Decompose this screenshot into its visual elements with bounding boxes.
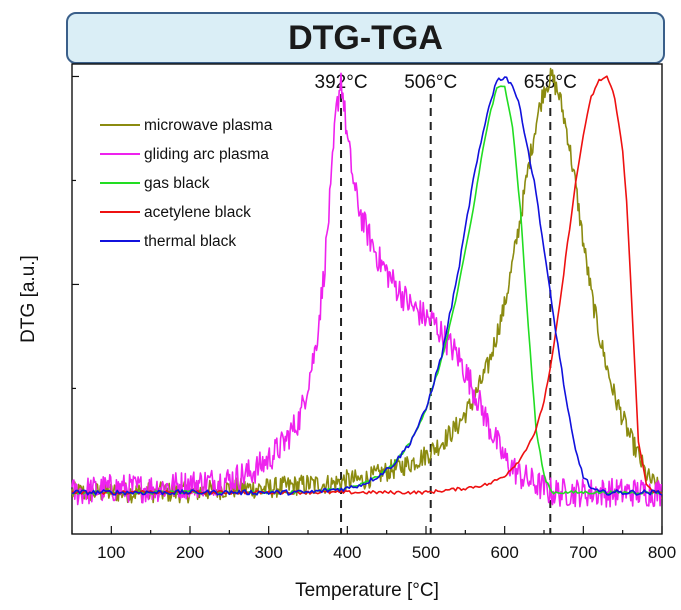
legend-entry: gas black	[144, 175, 210, 192]
series-line-microwave-plasma	[71, 67, 662, 504]
series-line-thermal-black	[71, 76, 663, 496]
series-line-gas-black	[71, 85, 663, 495]
reference-line-label: 506°C	[404, 72, 457, 93]
x-tick-label: 700	[569, 543, 597, 562]
x-tick-label: 400	[333, 543, 361, 562]
x-axis-label: Temperature [°C]	[295, 580, 439, 601]
legend-entry: thermal black	[144, 233, 236, 250]
legend-entry: gliding arc plasma	[144, 146, 269, 163]
x-tick-label: 200	[176, 543, 204, 562]
legend-entry: microwave plasma	[144, 117, 273, 134]
x-tick-label: 100	[97, 543, 125, 562]
x-tick-label: 800	[648, 543, 676, 562]
series-line-gliding-arc-plasma	[71, 72, 662, 508]
x-tick-label: 600	[490, 543, 518, 562]
x-tick-label: 500	[412, 543, 440, 562]
plot-frame	[71, 63, 663, 535]
x-tick-label: 300	[254, 543, 282, 562]
legend-entry: acetylene black	[144, 204, 251, 221]
series-line-acetylene-black	[71, 75, 663, 495]
y-axis-label: DTG [a.u.]	[18, 255, 39, 343]
chart-title: DTG-TGA	[66, 12, 665, 64]
